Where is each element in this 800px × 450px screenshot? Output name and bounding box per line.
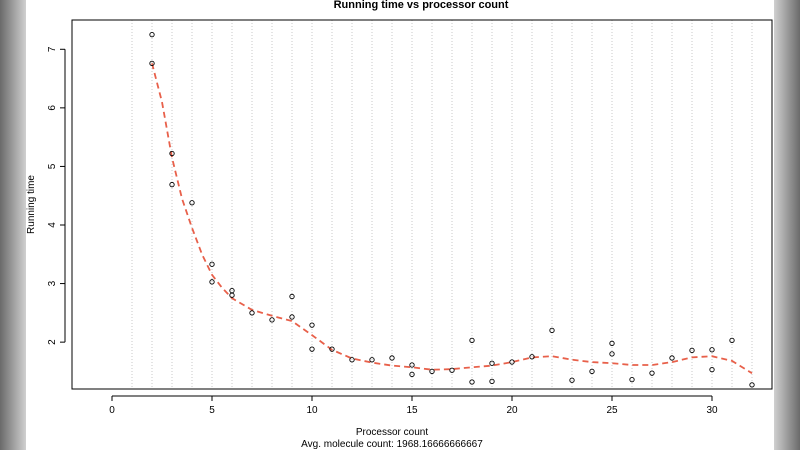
running-time-chart: Running time vs processor count 0 5 10 15 20… [26, 0, 773, 450]
x-tick-label: 10 [306, 405, 318, 416]
data-point [309, 346, 315, 352]
chart-subtitle: Avg. molecule count: 1968.16666666667 [301, 439, 483, 450]
data-point [409, 371, 415, 378]
data-point [449, 367, 455, 373]
data-point [429, 368, 435, 375]
x-tick-label: 15 [406, 405, 418, 416]
y-tick-label: 5 [47, 163, 58, 169]
data-point [549, 327, 555, 334]
data-point [469, 337, 475, 344]
data-point [489, 378, 495, 385]
y-tick-label: 3 [47, 280, 58, 286]
x-axis-label: Processor count [356, 427, 428, 438]
x-tick-label: 20 [506, 405, 518, 416]
data-point [229, 292, 235, 298]
y-axis-label: Running time [26, 175, 37, 234]
data-point [709, 347, 715, 353]
data-point [469, 379, 475, 385]
x-axis: 0 5 10 15 20 25 30 [109, 395, 718, 416]
data-point [569, 377, 575, 383]
data-point [669, 355, 675, 361]
data-point [609, 351, 615, 357]
data-point [749, 382, 755, 388]
data-point [709, 367, 715, 373]
data-point [149, 31, 155, 38]
data-points [149, 31, 755, 388]
plot-frame [71, 19, 773, 390]
y-tick-label: 2 [47, 339, 58, 345]
y-tick-label: 6 [47, 105, 58, 111]
data-point [289, 314, 295, 320]
data-point [329, 346, 335, 352]
chart-title: Running time vs processor count [334, 0, 509, 11]
data-point [389, 355, 395, 361]
data-point [629, 376, 635, 383]
data-point [289, 293, 295, 300]
data-point [249, 310, 255, 316]
y-axis: 2 3 4 5 6 7 [47, 46, 66, 345]
data-point [649, 370, 655, 376]
x-tick-label: 30 [706, 405, 718, 416]
data-point [209, 279, 215, 285]
data-point [509, 359, 515, 365]
data-point [169, 150, 175, 157]
data-point [409, 362, 415, 368]
data-point [609, 340, 615, 346]
data-point [689, 347, 695, 353]
data-point [729, 337, 735, 344]
data-point [209, 261, 215, 267]
x-tick-label: 5 [209, 405, 215, 416]
data-point [529, 354, 535, 360]
gridlines [131, 20, 753, 389]
data-point [269, 317, 275, 323]
smooth-curve [151, 63, 753, 374]
x-tick-label: 25 [606, 405, 618, 416]
x-tick-label: 0 [109, 405, 115, 416]
plot-page: Running time vs processor count 0 5 10 15 20… [26, 0, 774, 450]
data-point [489, 360, 495, 366]
data-point [169, 181, 175, 188]
y-tick-label: 4 [47, 222, 58, 228]
data-point [349, 357, 355, 363]
data-point [189, 200, 195, 206]
smooth-trend-line [151, 63, 753, 374]
data-point [309, 322, 315, 328]
data-point [369, 357, 375, 363]
data-point [149, 60, 155, 66]
data-point [589, 368, 595, 375]
y-tick-label: 7 [47, 46, 58, 52]
